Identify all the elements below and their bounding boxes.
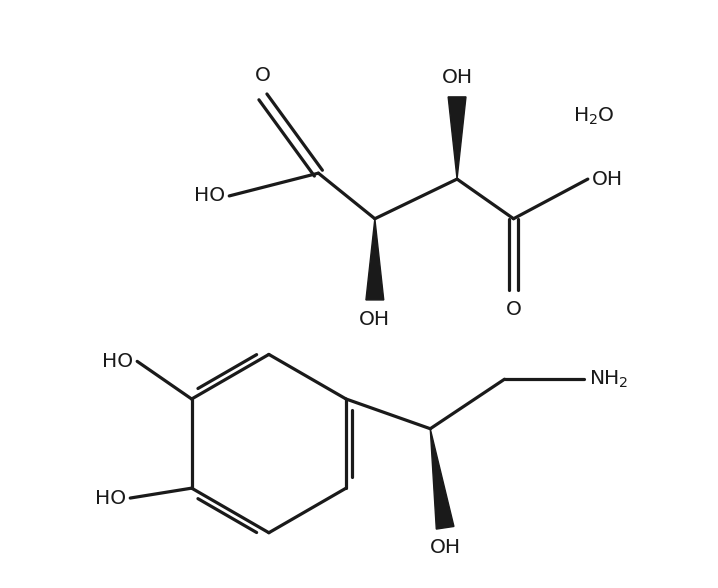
Polygon shape <box>448 97 466 179</box>
Text: OH: OH <box>429 537 461 557</box>
Text: H$_2$O: H$_2$O <box>573 106 615 128</box>
Text: OH: OH <box>592 169 623 189</box>
Polygon shape <box>366 219 383 300</box>
Polygon shape <box>430 429 454 529</box>
Text: OH: OH <box>442 68 472 87</box>
Text: HO: HO <box>102 352 134 371</box>
Text: O: O <box>255 66 271 85</box>
Text: OH: OH <box>359 310 391 329</box>
Text: O: O <box>505 300 521 319</box>
Text: HO: HO <box>95 489 126 507</box>
Text: NH$_2$: NH$_2$ <box>589 369 628 390</box>
Text: HO: HO <box>194 186 225 205</box>
